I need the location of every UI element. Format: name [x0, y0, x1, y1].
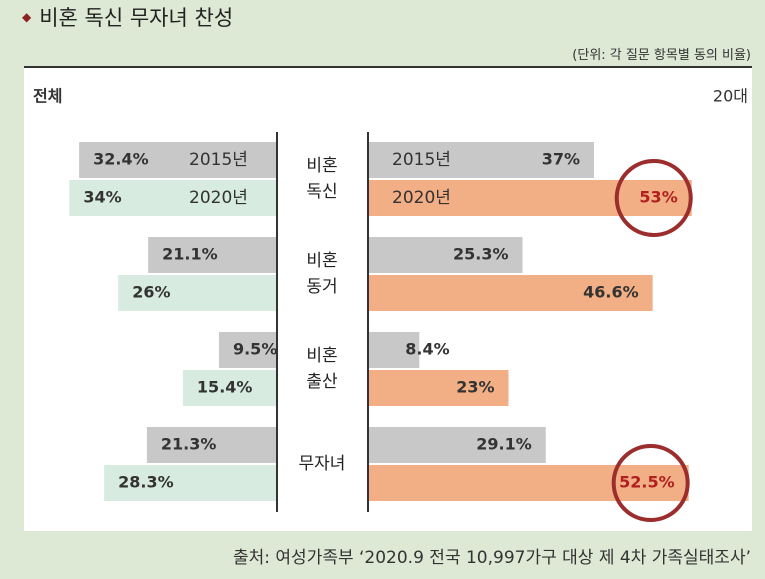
- value-label-total-2020: 34%: [83, 188, 121, 207]
- bar-20s-2015: [368, 427, 546, 463]
- bar-total-2020: [69, 180, 277, 216]
- bar-20s-2020: [368, 465, 689, 501]
- category-label: 무자녀: [299, 454, 346, 474]
- year-label-total-2020: 2020년: [189, 188, 248, 208]
- value-label-20s-2015: 8.4%: [405, 340, 449, 359]
- bar-20s-2020: [368, 180, 692, 216]
- bar-total-2020: [182, 370, 277, 406]
- year-label-total-2015: 2015년: [189, 150, 248, 170]
- year-label-20s-2020: 2020년: [392, 188, 451, 208]
- bar-20s-2015: [368, 332, 420, 368]
- year-label-20s-2015: 2015년: [392, 150, 451, 170]
- bar-total-2020: [104, 465, 278, 501]
- bar-total-2015: [148, 237, 277, 273]
- highlight-circle: [611, 444, 690, 522]
- value-label-total-2015: 21.3%: [161, 435, 217, 454]
- value-label-20s-2015: 29.1%: [476, 435, 532, 454]
- right-side-label: 20대: [713, 87, 748, 106]
- value-label-total-2015: 9.5%: [233, 340, 277, 359]
- value-label-20s-2020: 23%: [456, 378, 494, 397]
- category-label: 비혼: [306, 251, 337, 271]
- bar-total-2020: [118, 275, 278, 311]
- chart-title-text: 비혼 독신 무자녀 찬성: [39, 6, 234, 30]
- category-label: 비혼: [306, 346, 337, 366]
- bar-20s-2015: [368, 142, 594, 178]
- highlight-circle: [614, 159, 693, 237]
- value-label-20s-2015: 25.3%: [453, 245, 509, 264]
- bar-20s-2020: [368, 370, 509, 406]
- source-note: 출처: 여성가족부 ‘2020.9 전국 10,997가구 대상 제 4차 가족…: [233, 548, 751, 568]
- chart-title: ◆ 비혼 독신 무자녀 찬성: [22, 2, 233, 32]
- value-label-total-2020: 15.4%: [197, 378, 253, 397]
- bar-total-2015: [79, 142, 278, 178]
- category-label: 비혼: [306, 156, 337, 176]
- bar-20s-2015: [368, 237, 523, 273]
- category-label: 독신: [306, 182, 337, 202]
- value-label-20s-2020: 46.6%: [583, 283, 639, 302]
- value-label-20s-2015: 37%: [542, 150, 580, 169]
- value-label-total-2020: 26%: [132, 283, 170, 302]
- category-label: 출산: [306, 372, 338, 392]
- value-label-20s-2020: 53%: [639, 188, 677, 207]
- category-label: 동거: [306, 277, 337, 297]
- left-side-label: 전체: [33, 87, 62, 106]
- bar-total-2015: [218, 332, 277, 368]
- unit-note: (단위: 각 질문 항목별 동의 비율): [572, 48, 751, 63]
- value-label-total-2020: 28.3%: [118, 473, 174, 492]
- bar-20s-2020: [368, 275, 653, 311]
- bar-total-2015: [146, 427, 277, 463]
- value-label-total-2015: 32.4%: [93, 150, 149, 169]
- value-label-20s-2020: 52.5%: [619, 473, 675, 492]
- diamond-bullet-icon: ◆: [22, 10, 32, 24]
- value-label-total-2015: 21.1%: [162, 245, 218, 264]
